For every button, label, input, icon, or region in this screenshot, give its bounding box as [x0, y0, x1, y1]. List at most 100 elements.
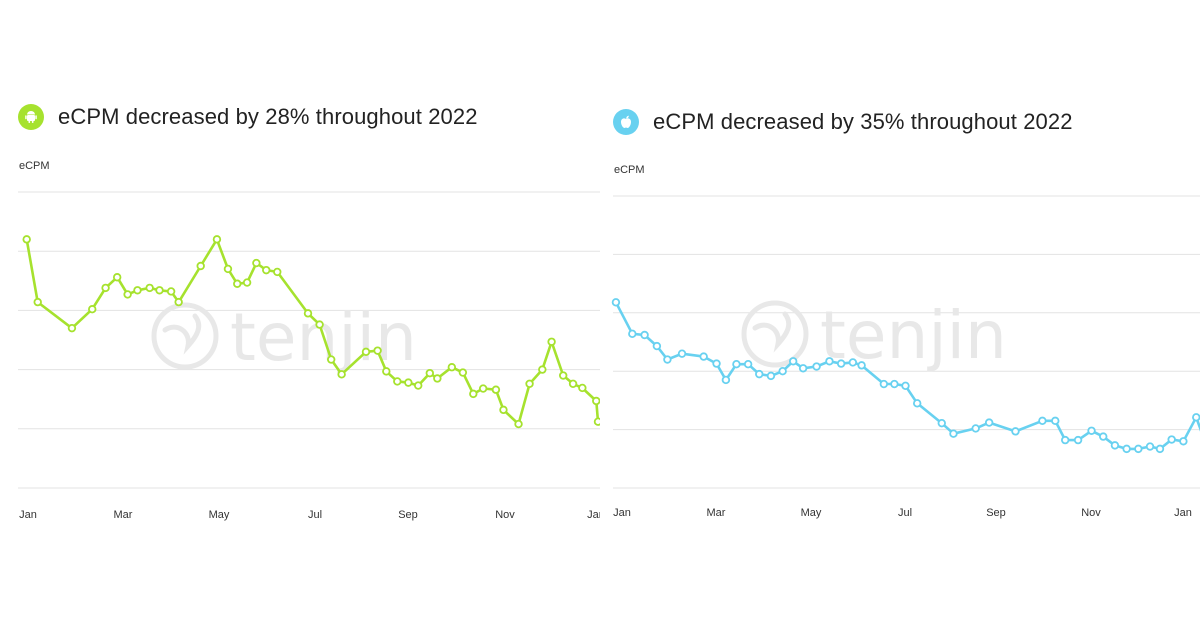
data-point[interactable] — [547, 337, 556, 346]
data-point[interactable] — [812, 362, 821, 371]
data-point[interactable] — [778, 367, 787, 376]
data-point[interactable] — [1110, 441, 1120, 450]
data-point[interactable] — [766, 371, 776, 381]
data-point[interactable] — [848, 358, 858, 367]
data-point[interactable] — [404, 378, 413, 387]
data-point[interactable] — [913, 399, 922, 408]
data-point[interactable] — [1038, 416, 1047, 426]
data-point[interactable] — [949, 429, 958, 438]
data-point[interactable] — [393, 377, 402, 386]
x-tick-label: Jan — [1174, 507, 1192, 519]
data-point[interactable] — [145, 283, 154, 293]
data-point[interactable] — [538, 365, 547, 374]
data-point[interactable] — [478, 384, 488, 393]
data-point[interactable] — [514, 419, 523, 429]
data-point[interactable] — [1192, 413, 1200, 422]
data-point[interactable] — [611, 298, 621, 307]
data-point[interactable] — [755, 369, 764, 379]
data-point[interactable] — [499, 405, 508, 415]
data-point[interactable] — [262, 265, 271, 275]
data-point[interactable] — [327, 355, 336, 364]
data-point[interactable] — [1122, 444, 1131, 454]
data-point[interactable] — [890, 379, 899, 389]
data-point[interactable] — [1179, 437, 1188, 446]
data-point[interactable] — [212, 235, 222, 244]
data-point[interactable] — [1167, 435, 1176, 444]
data-point[interactable] — [592, 396, 600, 406]
x-tick-label: Mar — [114, 509, 133, 521]
data-point[interactable] — [677, 349, 687, 358]
data-point[interactable] — [712, 359, 721, 368]
data-point[interactable] — [937, 418, 946, 428]
data-point[interactable] — [88, 305, 97, 314]
data-point[interactable] — [433, 374, 442, 383]
data-point[interactable] — [568, 379, 578, 389]
data-point[interactable] — [458, 368, 468, 377]
data-point[interactable] — [788, 357, 798, 366]
chart-title-row: eCPM decreased by 35% throughout 2022 — [613, 109, 1073, 135]
x-tick-label: Nov — [495, 509, 515, 521]
chart-title: eCPM decreased by 28% throughout 2022 — [58, 104, 478, 129]
data-point[interactable] — [425, 368, 434, 378]
data-point[interactable] — [1099, 432, 1108, 441]
data-point[interactable] — [699, 352, 708, 361]
data-point[interactable] — [382, 367, 391, 376]
data-point[interactable] — [1145, 442, 1155, 451]
data-point[interactable] — [414, 381, 423, 390]
data-point[interactable] — [1061, 435, 1070, 445]
x-tick-label: Mar — [707, 507, 726, 519]
data-point[interactable] — [373, 346, 382, 355]
data-point[interactable] — [901, 381, 910, 390]
data-point[interactable] — [628, 329, 637, 339]
data-point[interactable] — [67, 323, 77, 333]
data-point[interactable] — [721, 375, 731, 385]
data-point[interactable] — [984, 418, 994, 427]
data-point[interactable] — [525, 379, 534, 389]
data-point[interactable] — [174, 297, 183, 307]
data-point[interactable] — [652, 341, 662, 351]
data-point[interactable] — [101, 283, 110, 293]
data-point[interactable] — [1087, 426, 1096, 435]
data-point[interactable] — [22, 235, 31, 244]
data-point[interactable] — [593, 417, 600, 426]
data-point[interactable] — [196, 261, 205, 271]
data-point[interactable] — [155, 286, 164, 295]
data-point[interactable] — [578, 383, 587, 393]
data-point[interactable] — [971, 424, 980, 433]
data-point[interactable] — [447, 363, 457, 372]
data-point[interactable] — [469, 389, 478, 399]
data-point[interactable] — [836, 359, 846, 368]
data-point[interactable] — [663, 355, 672, 364]
data-point[interactable] — [1073, 435, 1083, 445]
data-point[interactable] — [879, 379, 889, 389]
data-point[interactable] — [361, 347, 371, 357]
data-point[interactable] — [337, 370, 346, 379]
data-point[interactable] — [1011, 427, 1020, 436]
data-point[interactable] — [112, 273, 122, 282]
x-tick-label: Jul — [898, 507, 912, 519]
data-point[interactable] — [133, 286, 142, 295]
data-point[interactable] — [1155, 444, 1165, 454]
data-point[interactable] — [640, 330, 649, 340]
x-tick-label: Sep — [986, 507, 1006, 519]
data-point[interactable] — [233, 279, 242, 288]
data-point[interactable] — [559, 371, 568, 380]
data-point[interactable] — [491, 385, 501, 394]
data-point[interactable] — [223, 264, 233, 274]
data-point[interactable] — [857, 361, 866, 370]
data-point[interactable] — [1134, 444, 1143, 454]
data-point[interactable] — [743, 359, 753, 369]
x-tick-label: May — [209, 509, 230, 521]
data-point[interactable] — [315, 320, 324, 329]
data-point[interactable] — [825, 357, 834, 366]
data-point[interactable] — [1051, 416, 1060, 426]
data-point[interactable] — [303, 309, 313, 318]
data-point[interactable] — [33, 297, 42, 307]
data-point[interactable] — [273, 267, 282, 277]
data-point[interactable] — [166, 287, 176, 296]
data-point[interactable] — [252, 258, 261, 268]
data-point[interactable] — [798, 364, 808, 373]
data-point[interactable] — [242, 278, 252, 287]
data-point[interactable] — [732, 359, 741, 369]
data-point[interactable] — [123, 290, 132, 299]
